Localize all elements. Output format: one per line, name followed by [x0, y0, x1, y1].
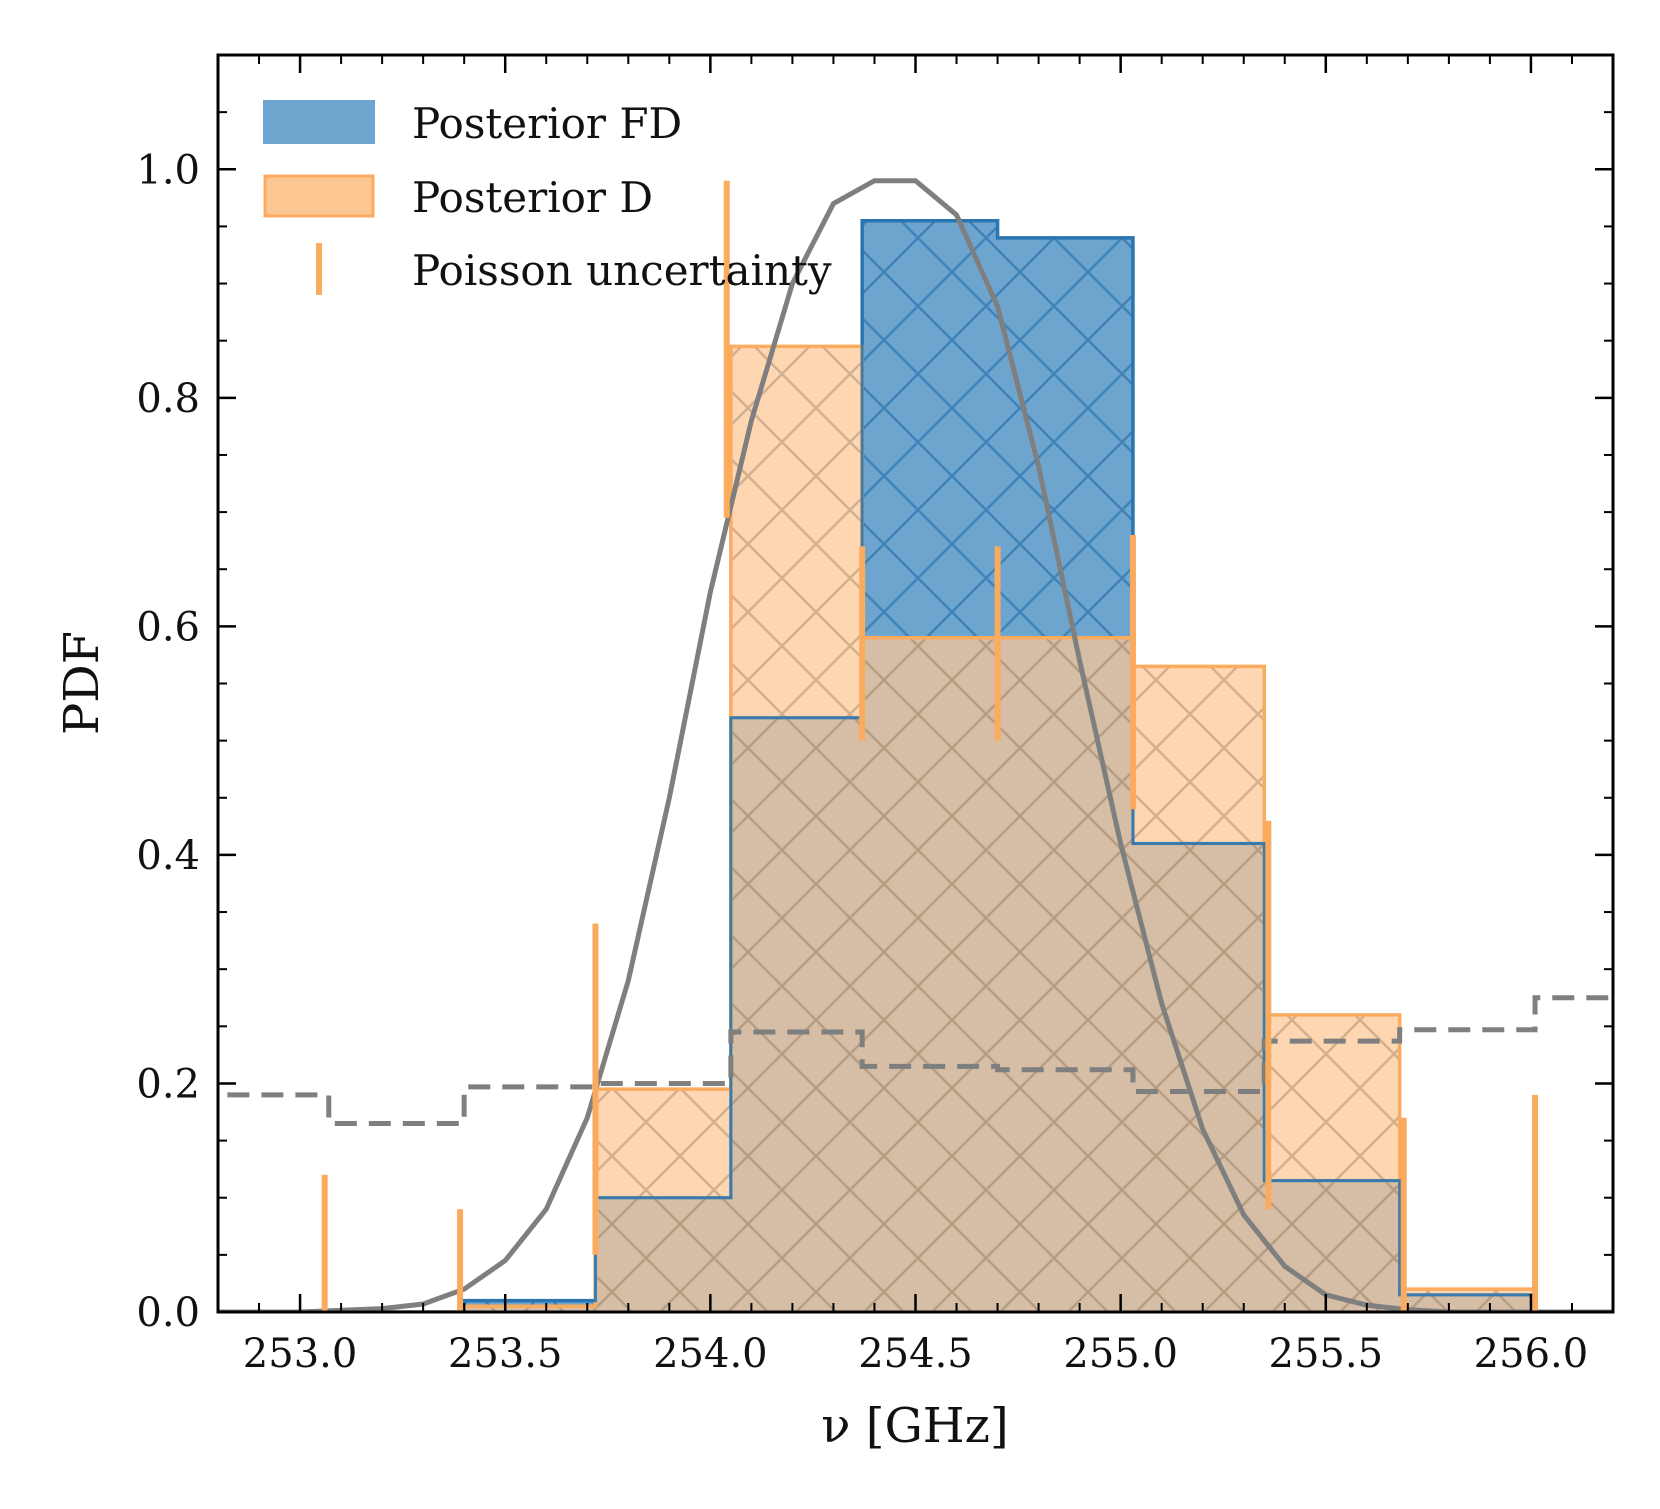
x-tick-label: 254.5 — [858, 1331, 973, 1377]
legend-label-posterior-d: Posterior D — [412, 173, 653, 222]
legend-label-poisson: Poisson uncertainty — [412, 246, 832, 295]
y-tick-label: 0.8 — [136, 376, 200, 422]
legend-label-posterior-fd: Posterior FD — [412, 99, 682, 148]
y-axis-label: PDF — [54, 631, 110, 735]
y-tick-label: 1.0 — [136, 147, 200, 193]
x-tick-label: 254.0 — [653, 1331, 768, 1377]
y-tick-label: 0.4 — [136, 833, 200, 879]
x-tick-labels: 253.0 253.5 254.0 254.5 255.0 255.5 256.0 — [243, 1331, 1588, 1377]
y-tick-label: 0.2 — [136, 1061, 200, 1107]
x-tick-label: 255.5 — [1269, 1331, 1384, 1377]
y-tick-labels: 0.0 0.2 0.4 0.6 0.8 1.0 — [136, 147, 200, 1336]
posterior-fd-outline-over — [218, 219, 1613, 1312]
legend-swatch-posterior-d — [263, 174, 375, 218]
y-tick-label: 0.0 — [136, 1290, 200, 1336]
y-tick-label: 0.6 — [136, 604, 200, 650]
x-tick-label: 253.5 — [448, 1331, 563, 1377]
plot-area — [218, 178, 1613, 1312]
poisson-errorbar-layer — [321, 180, 1539, 1312]
prior-dashed-step — [218, 995, 1613, 1126]
x-tick-label: 253.0 — [243, 1331, 358, 1377]
x-axis-label: ν [GHz] — [821, 1398, 1008, 1454]
legend: Posterior FD Posterior D Poisson uncerta… — [263, 99, 832, 295]
prior-dashed-layer — [218, 995, 1613, 1126]
plot-frame — [216, 53, 1615, 1314]
legend-swatch-posterior-fd — [263, 100, 375, 144]
x-tick-label: 255.0 — [1063, 1331, 1178, 1377]
x-tick-label: 256.0 — [1474, 1331, 1589, 1377]
